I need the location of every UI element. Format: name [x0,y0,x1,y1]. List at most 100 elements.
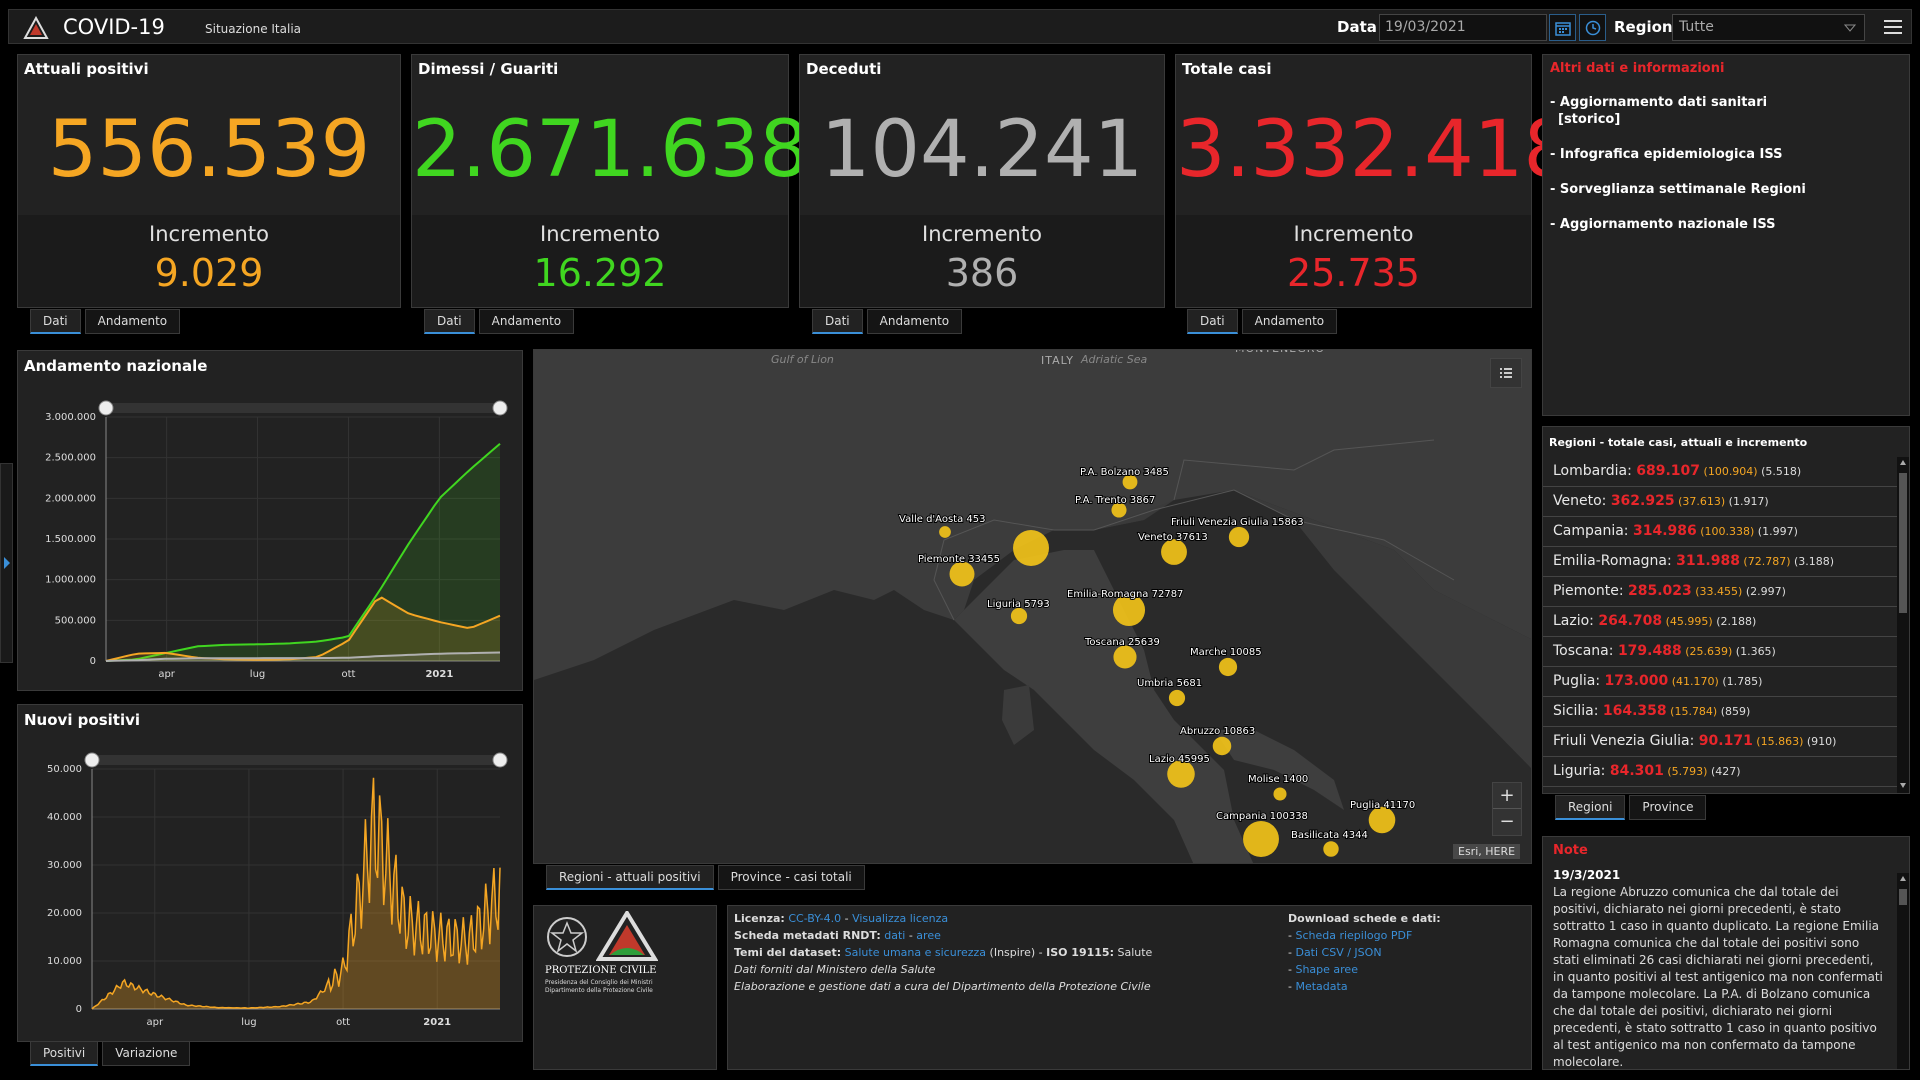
date-field[interactable]: 19/03/2021 [1379,14,1547,41]
chart-nuovi-svg[interactable]: 50.000 40.000 30.000 20.000 10.000 0 apr lug ott… [18,705,524,1043]
menu-icon[interactable] [1883,18,1903,36]
map-attribution: Esri, HERE [1453,844,1521,859]
kpi-increment-value: 16.292 [533,251,667,295]
region-bubble[interactable] [939,526,951,538]
region-bubble[interactable] [1112,593,1146,627]
region-bubble[interactable] [1323,841,1339,857]
download-csv-link[interactable]: Dati CSV / JSON [1295,946,1382,959]
kpi-increment-label: Incremento [922,222,1042,246]
region-bubble[interactable] [1228,526,1250,548]
tab-andamento[interactable]: Andamento [866,309,963,334]
tab-variazione[interactable]: Variazione [102,1041,191,1066]
series-line[interactable] [105,442,501,662]
region-bubble-label: Basilicata 4344 [1291,830,1368,841]
region-row[interactable]: Sicilia: 164.358 (15.784) (859) [1543,697,1897,727]
metadati-aree-link[interactable]: aree [916,929,941,942]
metadati-dati-link[interactable]: dati [884,929,906,942]
calendar-button[interactable] [1549,14,1576,41]
region-row[interactable]: Liguria: 84.301 (5.793) (427) [1543,757,1897,787]
temi-iso: ISO 19115: [1046,946,1114,959]
download-shape-link[interactable]: Shape aree [1295,963,1358,976]
tab-andamento[interactable]: Andamento [478,309,575,334]
region-total: 264.708 [1598,613,1663,629]
region-row[interactable]: Veneto: 362.925 (37.613) (1.917) [1543,487,1897,517]
series-line[interactable] [91,777,501,1010]
info-link-aggiornamento[interactable]: - Aggiornamento dati sanitari [1550,95,1768,110]
region-row[interactable]: Puglia: 173.000 (41.170) (1.785) [1543,667,1897,697]
map-legend-button[interactable] [1490,358,1522,388]
region-bubble[interactable] [1218,657,1238,677]
region-row[interactable]: Friuli Venezia Giulia: 90.171 (15.863) (… [1543,727,1897,757]
tab-positivi[interactable]: Positivi [30,1041,99,1066]
tab-dati[interactable]: Dati [424,309,475,334]
region-bubble[interactable] [1273,787,1287,801]
x-tick-label: apr [146,1017,163,1028]
zoom-in-button[interactable]: + [1493,783,1521,809]
map-svg[interactable]: FRANCESWITZERLANDAUSTRIAHUNGARYSLOVENIAC… [534,350,1532,864]
region-bubble[interactable] [1243,821,1279,857]
range-slider-handle[interactable] [98,400,114,416]
temi-link[interactable]: Salute umana e sicurezza [844,946,987,959]
range-slider-track[interactable] [92,755,500,765]
range-slider-track[interactable] [106,403,500,413]
clock-button[interactable] [1579,14,1606,41]
tab-andamento[interactable]: Andamento [84,309,181,334]
region-row[interactable]: Emilia-Romagna: 311.988 (72.787) (3.188) [1543,547,1897,577]
region-select-value: Tutte [1679,19,1714,35]
region-row[interactable]: Toscana: 179.488 (25.639) (1.365) [1543,637,1897,667]
region-attuali: (25.639) [1681,645,1733,658]
note-scrollbar[interactable] [1897,873,1909,1069]
map-view[interactable]: FRANCESWITZERLANDAUSTRIAHUNGARYSLOVENIAC… [533,349,1532,864]
region-row[interactable]: Campania: 314.986 (100.338) (1.997) [1543,517,1897,547]
regions-scrollbar[interactable] [1897,457,1909,793]
scrollbar-thumb[interactable] [1899,473,1907,613]
tab-regioni-attuali[interactable]: Regioni - attuali positivi [546,865,714,890]
tab-dati[interactable]: Dati [1187,309,1238,334]
region-bubble[interactable] [1161,539,1187,565]
tab-province[interactable]: Province [1629,795,1707,820]
info-link-infografica[interactable]: - Infografica epidemiologica ISS [1550,147,1783,162]
footer-brand-sub2: Dipartimento della Protezione Civile [545,987,653,994]
range-slider-handle[interactable] [492,752,508,768]
region-bubble[interactable] [1111,502,1127,518]
tab-province-casi[interactable]: Province - casi totali [717,865,865,890]
scrollbar-thumb[interactable] [1899,889,1907,905]
visualizza-licenza-link[interactable]: Visualizza licenza [852,912,949,925]
info-panel: Altri dati e informazioni - Aggiornament… [1542,54,1910,416]
region-bubble[interactable] [949,561,975,587]
region-bubble[interactable] [1013,530,1049,566]
zoom-out-button[interactable]: − [1499,811,1515,832]
tab-andamento[interactable]: Andamento [1241,309,1338,334]
licenza-link[interactable]: CC-BY-4.0 [788,912,842,925]
tab-regioni[interactable]: Regioni [1555,795,1626,820]
region-bubble[interactable] [1113,645,1137,669]
region-bubble[interactable] [1168,689,1186,707]
region-bubble[interactable] [1368,806,1396,834]
range-slider-handle[interactable] [492,400,508,416]
region-row[interactable]: Lombardia: 689.107 (100.904) (5.518) [1543,457,1897,487]
download-pdf-link[interactable]: Scheda riepilogo PDF [1295,929,1413,942]
region-row[interactable]: Lazio: 264.708 (45.995) (2.188) [1543,607,1897,637]
tab-dati[interactable]: Dati [30,309,81,334]
scroll-up-icon[interactable] [1899,459,1907,467]
x-tick-label: lug [241,1017,256,1028]
tab-dati[interactable]: Dati [812,309,863,334]
series-line[interactable] [105,651,501,662]
side-panel-toggle[interactable] [0,463,13,663]
info-link-storico[interactable]: [storico] [1558,112,1621,127]
region-bubble[interactable] [1167,760,1195,788]
region-bubble[interactable] [1010,607,1028,625]
region-bubble[interactable] [1122,474,1138,490]
range-slider-handle[interactable] [84,752,100,768]
map-region-bubbles[interactable]: P.A. Bolzano 3485 P.A. Trento 3867 Valle d… [898,466,1416,857]
chart-andamento-svg[interactable]: 3.000.000 2.500.000 2.000.000 1.500.000 1.00… [18,351,524,692]
scroll-up-icon[interactable] [1899,875,1907,883]
region-select[interactable]: Tutte [1672,14,1865,41]
scroll-down-icon[interactable] [1899,781,1907,789]
region-bubble[interactable] [1212,736,1232,756]
info-link-sorveglianza[interactable]: - Sorveglianza settimanale Regioni [1550,182,1806,197]
info-link-iss[interactable]: - Aggiornamento nazionale ISS [1550,217,1776,232]
region-row[interactable]: Piemonte: 285.023 (33.455) (2.997) [1543,577,1897,607]
download-metadata-link[interactable]: Metadata [1295,980,1348,993]
regions-list[interactable]: Lombardia: 689.107 (100.904) (5.518) Vene… [1543,457,1897,793]
